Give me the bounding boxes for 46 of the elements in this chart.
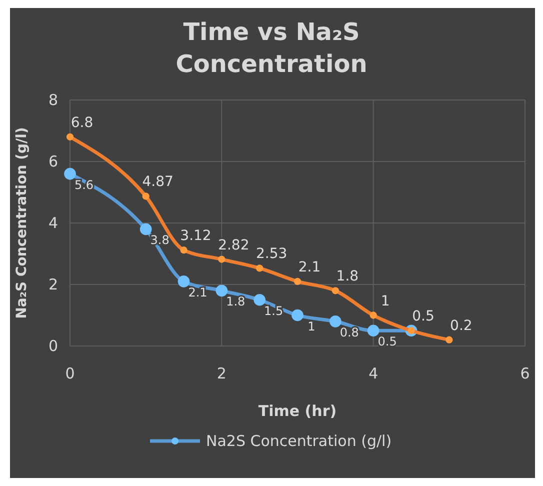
- point: [66, 133, 74, 140]
- data-label: 0.2: [450, 318, 472, 334]
- y-tick-label: 2: [48, 275, 58, 294]
- data-label: 6.8: [70, 114, 94, 131]
- point: [142, 192, 150, 200]
- point: [178, 276, 190, 288]
- y-tick-label: 0: [48, 336, 58, 355]
- point: [367, 324, 380, 337]
- point: [330, 315, 342, 328]
- data-label: 0.5: [378, 334, 397, 349]
- data-label: 2.82: [218, 237, 250, 254]
- x-tick-label: 0: [65, 364, 75, 383]
- x-tick-label: 4: [368, 364, 378, 383]
- data-label: 1.5: [264, 304, 284, 318]
- chart-title: Time vs Na₂S Concentration: [176, 18, 368, 78]
- point: [332, 287, 339, 294]
- point: [256, 264, 264, 272]
- point: [64, 168, 76, 180]
- point: [216, 284, 228, 297]
- legend-label: Na2S Concentration (g/l): [206, 432, 392, 450]
- point: [140, 223, 152, 236]
- point: [218, 256, 226, 263]
- data-label: 1: [308, 319, 316, 334]
- data-label: 1: [380, 293, 390, 310]
- x-tick-label: 2: [216, 364, 226, 383]
- data-label: 0.8: [340, 325, 359, 340]
- x-tick-label: 6: [520, 364, 530, 383]
- x-axis-title: Time (hr): [258, 402, 337, 420]
- data-label: 2.53: [256, 246, 288, 262]
- data-label: 3.12: [180, 228, 212, 244]
- y-tick-label: 8: [48, 90, 58, 109]
- data-label: 1.8: [226, 294, 246, 309]
- point: [292, 309, 304, 322]
- y-tick-label: 6: [48, 152, 58, 170]
- data-label: 4.87: [142, 174, 174, 190]
- data-label: 0.5: [412, 308, 434, 325]
- data-label: 2.1: [298, 259, 321, 276]
- point: [446, 336, 453, 344]
- point: [254, 294, 266, 306]
- data-label: 2.1: [188, 285, 208, 300]
- point: [370, 312, 377, 319]
- data-label: 1.8: [336, 268, 359, 285]
- point: [180, 246, 188, 254]
- y-tick-label: 4: [48, 214, 58, 232]
- point: [294, 278, 302, 285]
- y-axis-title: Na₂S Concentration (g/l): [14, 127, 30, 319]
